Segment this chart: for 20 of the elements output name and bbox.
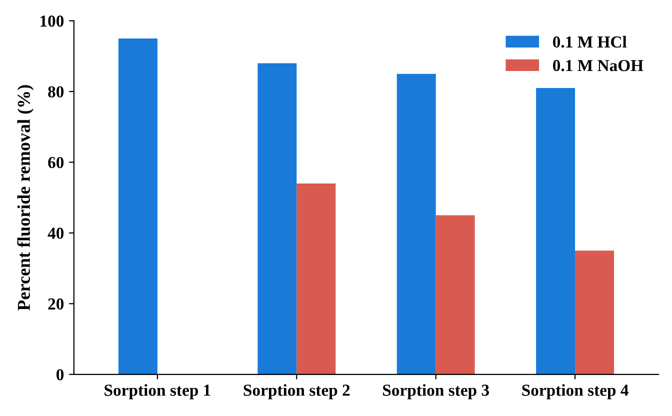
y-tick-label: 40 (48, 228, 64, 239)
x-tick-label: Sorption step 1 (104, 384, 210, 400)
y-tick-label: 0 (56, 369, 64, 380)
bar (396, 74, 436, 374)
bar (575, 250, 614, 374)
bar (436, 215, 475, 374)
y-tick-label: 100 (40, 16, 64, 27)
x-tick-label: Sorption step 4 (522, 384, 628, 400)
bar (536, 88, 576, 374)
bar (118, 38, 158, 374)
legend-label: 0.1 M NaOH (553, 60, 644, 72)
y-tick-label: 80 (48, 86, 64, 98)
y-tick-label: 20 (48, 298, 64, 310)
x-tick-label: Sorption step 3 (383, 384, 489, 400)
x-tick-label: Sorption step 2 (244, 384, 350, 400)
y-axis-title: Percent fluoride removal (%) (17, 85, 34, 311)
legend-label: 0.1 M HCl (553, 36, 627, 48)
bar (258, 63, 297, 374)
y-tick-label: 60 (48, 156, 64, 168)
bar (296, 183, 336, 374)
